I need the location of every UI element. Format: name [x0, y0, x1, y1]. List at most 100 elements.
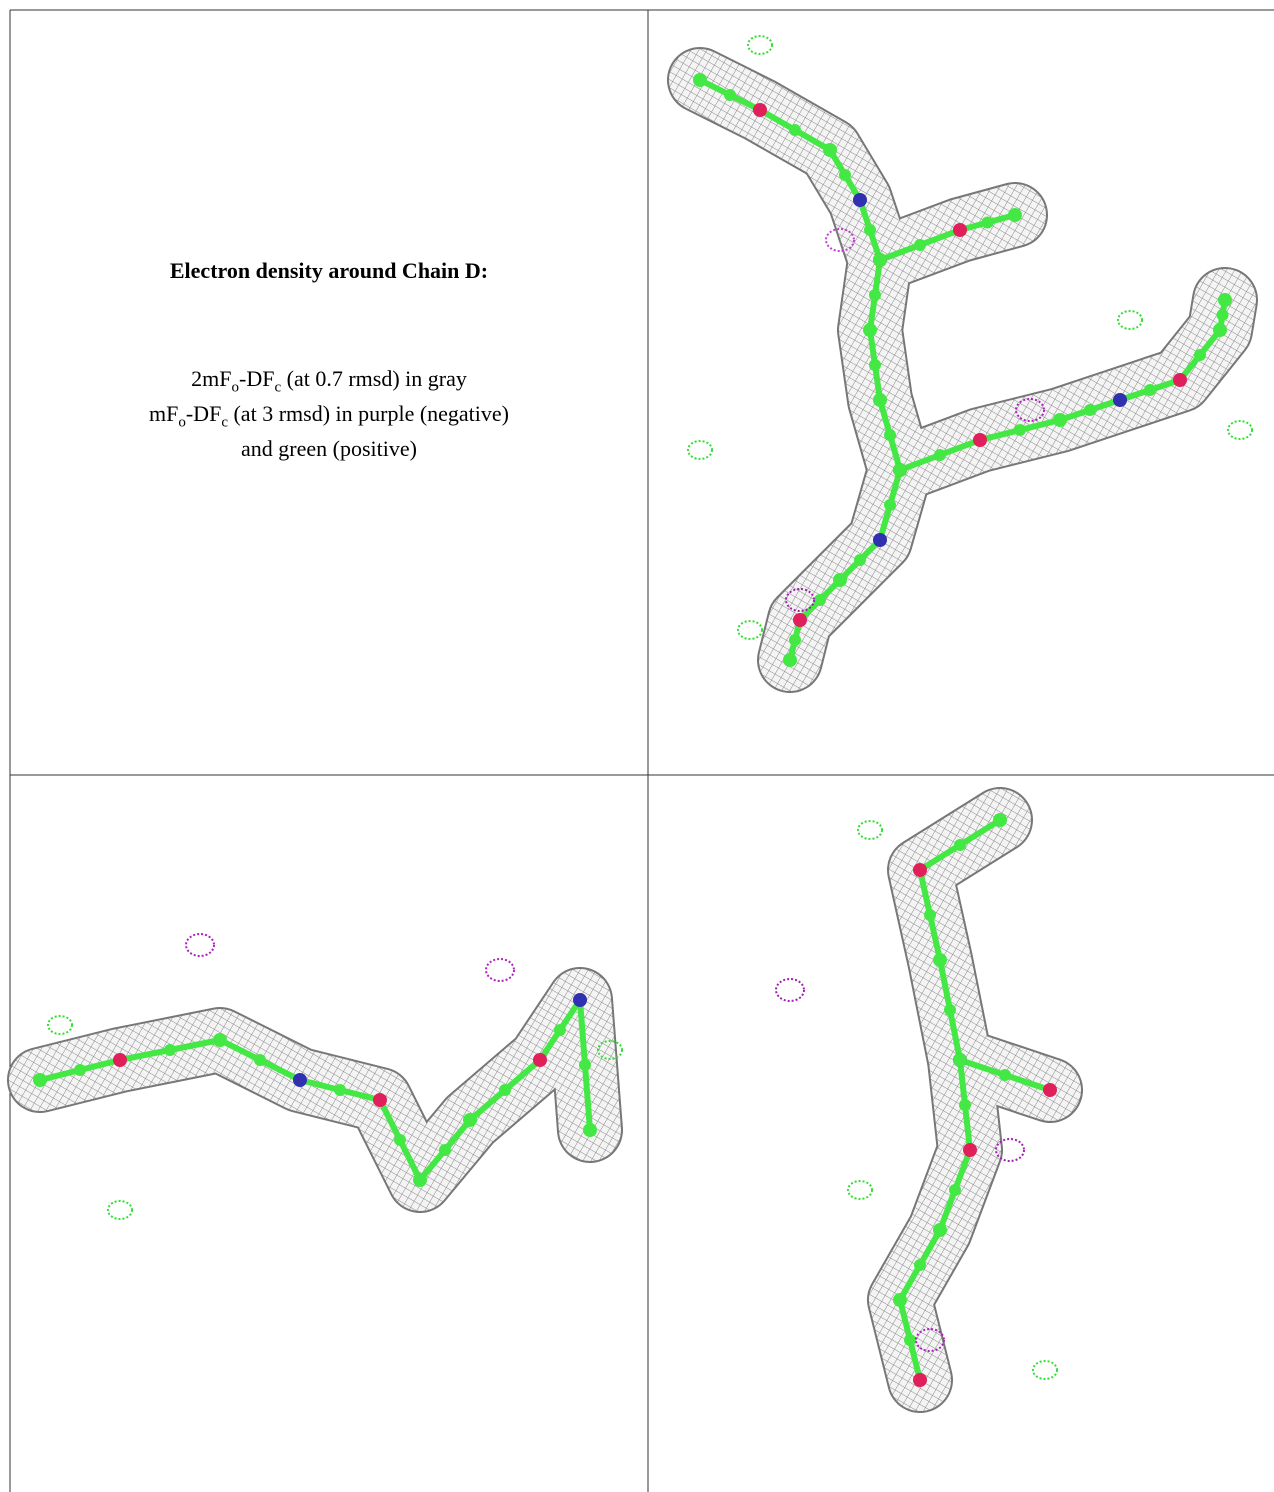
atom: [953, 223, 967, 237]
atom: [579, 1059, 591, 1071]
difference-density: [825, 228, 855, 252]
difference-density: [915, 1328, 945, 1352]
atom: [933, 953, 947, 967]
atom: [999, 1069, 1011, 1081]
atom: [164, 1044, 176, 1056]
difference-density: [995, 1138, 1025, 1162]
difference-density: [1015, 398, 1045, 422]
atom: [933, 1223, 947, 1237]
caption-line: and green (positive): [241, 436, 417, 461]
atom: [1194, 349, 1206, 361]
difference-density: [47, 1015, 73, 1035]
caption-line: mFo-DFc (at 3 rmsd) in purple (negative): [149, 401, 509, 431]
atom: [394, 1134, 406, 1146]
atom: [884, 429, 896, 441]
caption-title: Electron density around Chain D:: [169, 258, 489, 283]
atom: [839, 169, 851, 181]
difference-density: [737, 620, 763, 640]
atom: [1043, 1083, 1057, 1097]
atom: [884, 499, 896, 511]
atom: [724, 89, 736, 101]
atom: [499, 1084, 511, 1096]
atom: [1144, 384, 1156, 396]
atom: [113, 1053, 127, 1067]
difference-density: [185, 933, 215, 957]
atom: [869, 359, 881, 371]
atom: [893, 1293, 907, 1307]
difference-density: [1117, 310, 1143, 330]
atom: [334, 1084, 346, 1096]
difference-density: [785, 588, 815, 612]
difference-density: [1032, 1360, 1058, 1380]
atom: [993, 813, 1007, 827]
atom: [753, 103, 767, 117]
atom: [1113, 393, 1127, 407]
atom: [463, 1113, 477, 1127]
atom: [949, 1184, 961, 1196]
atom: [893, 463, 907, 477]
atom: [213, 1033, 227, 1047]
atom: [904, 1334, 916, 1346]
atom: [833, 573, 847, 587]
atom: [293, 1073, 307, 1087]
atom: [873, 393, 887, 407]
atom: [439, 1144, 451, 1156]
atom: [823, 143, 837, 157]
atom: [693, 73, 707, 87]
atom: [1216, 309, 1229, 321]
atom: [1008, 208, 1022, 222]
atom: [873, 253, 887, 267]
atom: [853, 193, 867, 207]
atom: [914, 239, 926, 251]
atom: [914, 1259, 926, 1271]
difference-density: [597, 1040, 623, 1060]
atom: [33, 1073, 47, 1087]
atom: [583, 1123, 597, 1137]
difference-density: [747, 35, 773, 55]
atom: [934, 449, 946, 461]
atom: [963, 1143, 977, 1157]
difference-density: [847, 1180, 873, 1200]
atom: [1213, 323, 1227, 337]
atom: [814, 594, 826, 606]
atom: [783, 653, 797, 667]
atom: [864, 224, 876, 236]
atom: [789, 124, 801, 136]
atom: [1218, 293, 1232, 307]
table-borders: [9, 9, 1274, 1492]
atom: [1084, 404, 1096, 416]
atom: [1173, 373, 1187, 387]
difference-density: [775, 978, 805, 1002]
atom: [913, 1373, 927, 1387]
difference-density: [1227, 420, 1253, 440]
atom: [924, 909, 936, 921]
atom: [863, 323, 877, 337]
atom: [1014, 424, 1026, 436]
atom: [953, 1053, 967, 1067]
molecule-renderings: [7, 35, 1258, 1413]
difference-density: [857, 820, 883, 840]
atom: [533, 1053, 547, 1067]
difference-density: [687, 440, 713, 460]
atom: [944, 1004, 956, 1016]
density-mesh: [669, 49, 931, 691]
atom: [793, 613, 807, 627]
difference-density: [107, 1200, 133, 1220]
atom: [873, 533, 887, 547]
atom: [554, 1024, 566, 1036]
atom: [254, 1054, 266, 1066]
atom: [789, 634, 801, 646]
atom: [573, 993, 587, 1007]
atom: [1053, 413, 1067, 427]
atom: [959, 1099, 971, 1111]
caption-line: 2mFo-DFc (at 0.7 rmsd) in gray: [191, 366, 467, 396]
atom: [954, 839, 966, 851]
atom: [413, 1173, 427, 1187]
atom: [854, 554, 866, 566]
atom: [373, 1093, 387, 1107]
difference-density: [485, 958, 515, 982]
atom: [973, 433, 987, 447]
atom: [869, 289, 881, 301]
